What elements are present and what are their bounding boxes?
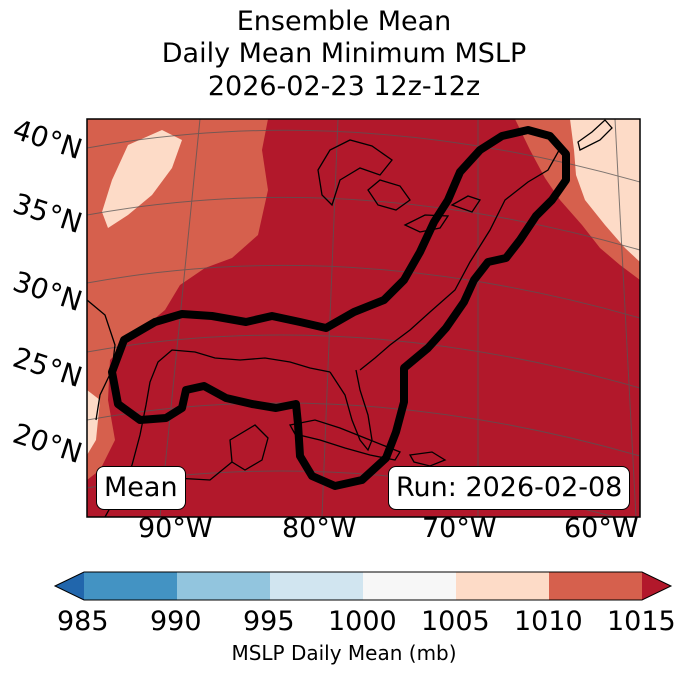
member-label-box: Mean	[96, 466, 186, 510]
colorbar	[53, 571, 673, 601]
colorbar-label: MSLP Daily Mean (mb)	[231, 641, 457, 665]
colorbar-tick-1000: 1000	[328, 606, 397, 637]
colorbar-outline	[53, 571, 673, 601]
field-1005-1010-northeast	[570, 119, 640, 262]
lon-label-90w: 90°W	[138, 513, 213, 544]
hispaniola	[408, 451, 447, 467]
lon-label-70w: 70°W	[422, 513, 497, 544]
colorbar-tick-1010: 1010	[514, 606, 583, 637]
colorbar-tick-1005: 1005	[421, 606, 490, 637]
colorbar-bin-990-995	[177, 572, 270, 600]
coastlines	[87, 119, 613, 517]
title-line-1: Ensemble Mean	[236, 6, 452, 37]
colorbar-tick-1015: 1015	[607, 606, 676, 637]
lon-label-80w: 80°W	[282, 513, 357, 544]
colorbar-extend-above	[642, 572, 671, 600]
colorbar-tick-985: 985	[57, 606, 109, 637]
title-line-2: Daily Mean Minimum MSLP	[161, 38, 527, 69]
colorbar-bin-1010-1015	[549, 572, 642, 600]
title-line-3: 2026-02-23 12z-12z	[207, 71, 481, 102]
map-area	[87, 119, 640, 517]
colorbar-bin-1005-1010	[456, 572, 549, 600]
cuba	[288, 419, 401, 461]
map-frame	[86, 118, 641, 518]
colorbar-extend-below	[55, 572, 84, 600]
mslp-contour-outline	[108, 126, 570, 490]
colorbar-tick-995: 995	[243, 606, 295, 637]
colorbar-bin-985-990	[84, 572, 177, 600]
colorbar-bin-1000-1005	[363, 572, 456, 600]
atlantic-coast	[359, 144, 563, 371]
colorbar-tick-990: 990	[150, 606, 202, 637]
great-lakes	[317, 139, 482, 233]
field-1005-1010-southwest	[87, 390, 100, 455]
colorbar-bin-995-1000	[270, 572, 363, 600]
florida	[329, 369, 373, 452]
lon-label-60w: 60°W	[564, 513, 639, 544]
run-label-box: Run: 2026-02-08	[388, 466, 631, 510]
gulf-coast	[104, 349, 331, 517]
nova-scotia	[577, 119, 613, 151]
field-1005-1010-west	[102, 130, 182, 228]
